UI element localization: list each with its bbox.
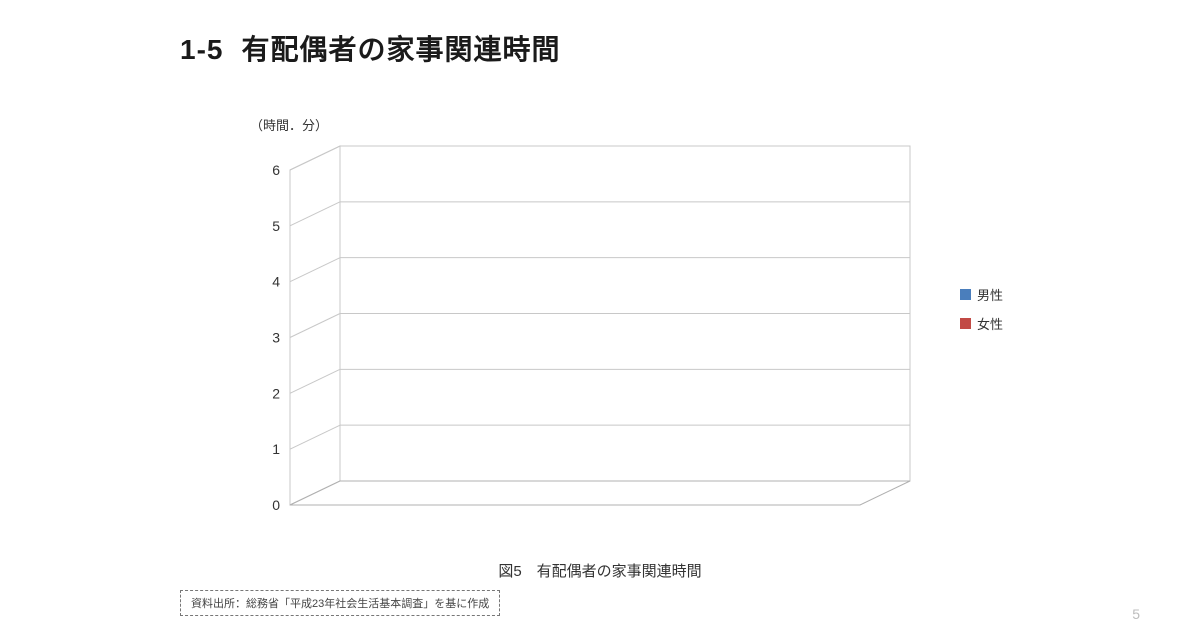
section-heading: 1-5 有配偶者の家事関連時間 — [180, 28, 560, 68]
source-note: 資料出所：総務省「平成23年社会生活基本調査」を基に作成 — [180, 590, 500, 616]
legend: 男性 女性 — [960, 285, 1003, 343]
svg-text:3: 3 — [272, 330, 280, 346]
svg-text:5: 5 — [272, 218, 280, 234]
bar-chart-3d: 0 1 2 3 4 5 6 — [230, 135, 910, 535]
svg-text:6: 6 — [272, 162, 280, 178]
legend-swatch-icon — [960, 318, 971, 329]
heading-number: 1-5 — [180, 34, 223, 65]
page: 1-5 有配偶者の家事関連時間 （時間．分） 0 1 2 3 4 5 6 男性 女性 図5 有… — [0, 0, 1200, 630]
svg-text:2: 2 — [272, 385, 280, 401]
legend-item: 男性 — [960, 285, 1003, 304]
chart-svg: 0 1 2 3 4 5 6 — [230, 135, 910, 535]
svg-text:1: 1 — [272, 441, 280, 457]
heading-text: 有配偶者の家事関連時間 — [241, 34, 560, 65]
figure-caption: 図5 有配偶者の家事関連時間 — [0, 560, 1200, 581]
legend-label: 女性 — [977, 314, 1003, 333]
y-axis-title: （時間．分） — [250, 115, 328, 134]
svg-text:4: 4 — [272, 274, 280, 290]
legend-swatch-icon — [960, 289, 971, 300]
legend-item: 女性 — [960, 314, 1003, 333]
svg-text:0: 0 — [272, 497, 280, 513]
page-number: 5 — [1132, 606, 1140, 622]
legend-label: 男性 — [977, 285, 1003, 304]
